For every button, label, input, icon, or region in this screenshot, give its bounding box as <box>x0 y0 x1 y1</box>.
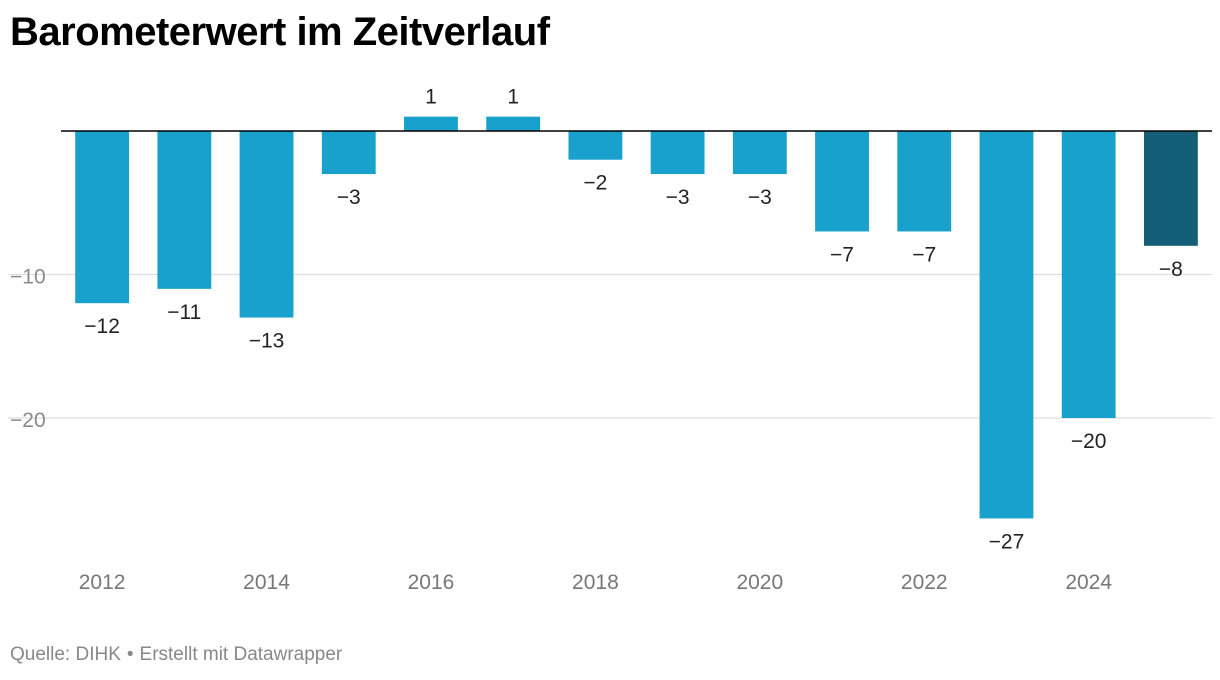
bar-2012 <box>75 131 130 304</box>
x-axis-ticks: 2012 2014 2016 2018 2020 2022 2024 <box>79 571 1113 594</box>
bar-2015 <box>321 131 376 175</box>
value-label: −11 <box>167 301 201 324</box>
value-label: −3 <box>666 186 690 209</box>
x-tick-label: 2014 <box>243 571 290 594</box>
bar-2014 <box>239 131 294 318</box>
value-label: −20 <box>1071 430 1107 453</box>
y-tick-label: −20 <box>10 409 46 432</box>
x-tick-label: 2020 <box>736 571 783 594</box>
footer: Quelle: DIHK • Erstellt mit Datawrapper <box>10 644 342 666</box>
value-label: −12 <box>84 315 120 338</box>
x-tick-label: 2016 <box>408 571 455 594</box>
bar-2023 <box>979 131 1034 519</box>
source-text: Quelle: DIHK <box>10 644 121 665</box>
bar-2013 <box>157 131 212 289</box>
bar-2025 <box>1143 131 1198 246</box>
x-tick-label: 2018 <box>572 571 619 594</box>
bar-2021 <box>815 131 869 232</box>
bar-2020 <box>732 131 787 175</box>
value-label: 1 <box>507 86 519 109</box>
bar-2019 <box>650 131 705 175</box>
x-tick-label: 2012 <box>79 571 126 594</box>
value-label: −3 <box>748 186 772 209</box>
value-label: 1 <box>425 86 437 109</box>
value-label: −27 <box>989 530 1025 553</box>
bar-2018 <box>568 131 623 160</box>
value-label: −3 <box>337 186 361 209</box>
value-label: −13 <box>249 330 285 353</box>
value-label: −7 <box>912 243 936 266</box>
bar-2024 <box>1061 131 1116 418</box>
bar-2016 <box>404 116 458 131</box>
value-label: −2 <box>583 172 607 195</box>
x-tick-label: 2022 <box>901 571 948 594</box>
credit-text: Erstellt mit Datawrapper <box>139 644 343 665</box>
chart-title: Barometerwert im Zeitverlauf <box>10 10 550 54</box>
bars <box>75 116 1198 519</box>
bar-2017 <box>486 116 541 131</box>
bar-2022 <box>897 131 952 232</box>
value-label: −7 <box>830 243 854 266</box>
x-tick-label: 2024 <box>1065 571 1112 594</box>
y-tick-label: −10 <box>10 266 46 289</box>
value-labels: −12 −11 −13 −3 1 1 −2 −3 −3 −7 −7 −27 −20 −8 <box>84 86 1183 554</box>
value-label: −8 <box>1159 258 1183 281</box>
separator: • <box>126 644 134 665</box>
bar-chart: −10 −20 −12 −11 −13 −3 1 1 −2 −3 −3 −7 −7 −27 −20 −8 2… <box>8 86 1212 594</box>
